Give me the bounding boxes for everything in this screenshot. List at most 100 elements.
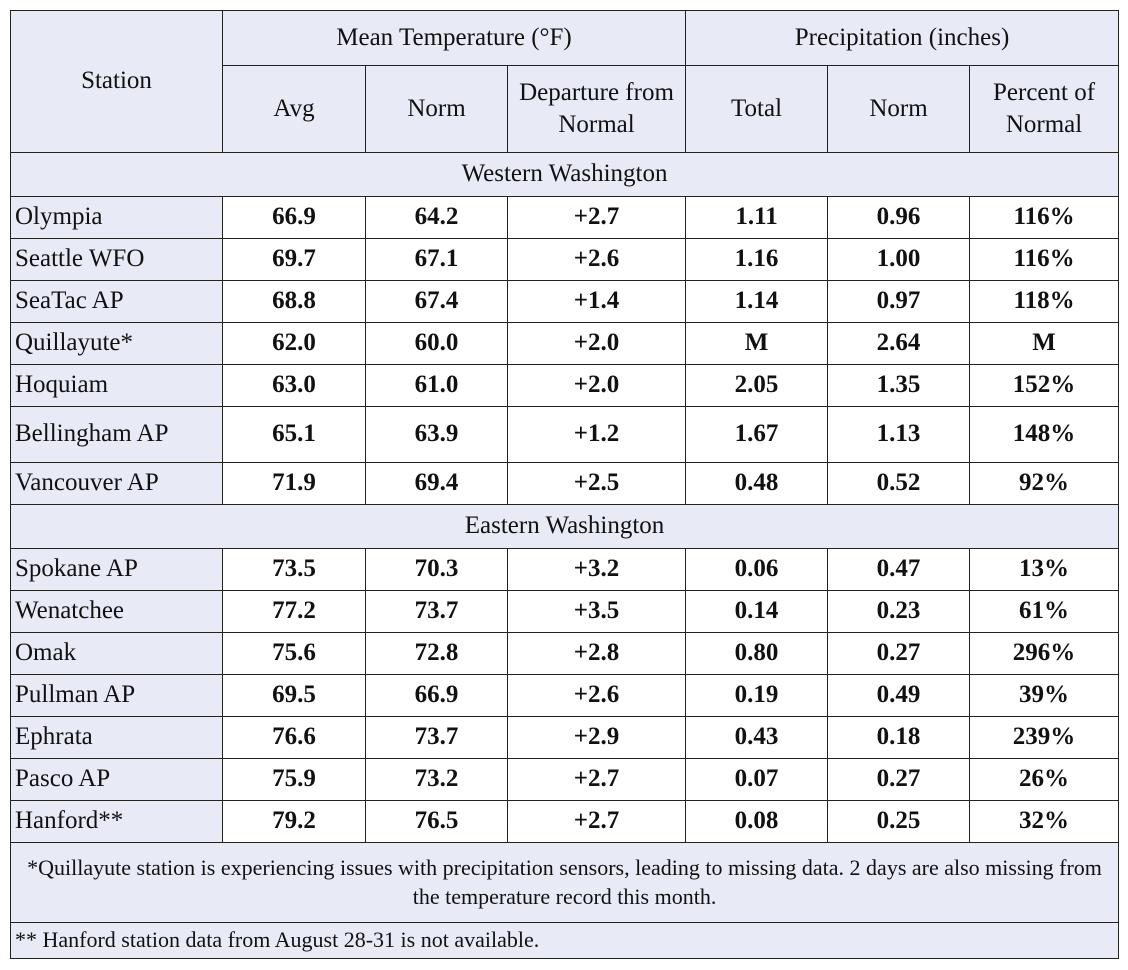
data-cell: 0.08 <box>685 800 829 843</box>
data-cell: 61.0 <box>365 364 508 407</box>
table-row: Pasco AP 75.9 73.2 +2.7 0.07 0.27 26% <box>10 758 1120 801</box>
table-row: Station Mean Temperature (°F) Precipitatio… <box>10 10 1120 153</box>
station-name: Pasco AP <box>10 758 223 801</box>
data-cell: 1.00 <box>827 238 971 281</box>
data-cell: 75.9 <box>222 758 366 801</box>
footnote: *Quillayute station is experiencing issu… <box>9 842 1120 923</box>
data-cell: 0.19 <box>685 674 829 717</box>
data-cell: +1.4 <box>506 280 687 323</box>
data-cell: 116% <box>969 196 1120 239</box>
footnote: ** Hanford station data from August 28-3… <box>9 922 1120 959</box>
data-cell: 13% <box>969 548 1120 591</box>
data-cell: 0.43 <box>685 716 829 759</box>
data-cell: 116% <box>969 238 1120 281</box>
station-name: Ephrata <box>10 716 223 759</box>
data-cell: +2.0 <box>506 364 687 407</box>
table-row: Eastern Washington <box>9 504 1120 549</box>
table-row: ** Hanford station data from August 28-3… <box>9 922 1120 959</box>
section-title: Eastern Washington <box>9 504 1120 549</box>
group-header: Mean Temperature (°F) <box>221 10 687 66</box>
table-row: Avg Norm Departure from Normal Total Norm Per… <box>11 65 1120 153</box>
column-header: Total <box>685 65 829 153</box>
data-cell: 0.52 <box>827 462 971 505</box>
column-header: Departure from Normal <box>506 65 687 153</box>
data-cell: +2.0 <box>506 322 687 365</box>
data-cell: 70.3 <box>365 548 508 591</box>
data-cell: 0.14 <box>685 590 829 633</box>
data-cell: 73.7 <box>365 590 508 633</box>
table-row: Western Washington <box>9 152 1120 197</box>
data-cell: 0.27 <box>827 632 971 675</box>
station-name: Hanford** <box>10 800 223 843</box>
station-name: Quillayute* <box>10 322 223 365</box>
data-cell: 239% <box>969 716 1120 759</box>
data-cell: 0.48 <box>685 462 829 505</box>
data-cell: +3.2 <box>506 548 687 591</box>
data-cell: 63.0 <box>222 364 366 407</box>
data-cell: M <box>685 322 829 365</box>
data-cell: +2.7 <box>506 758 687 801</box>
data-cell: 0.07 <box>685 758 829 801</box>
table-row: *Quillayute station is experiencing issu… <box>9 842 1120 923</box>
station-name: Spokane AP <box>10 548 223 591</box>
data-cell: 32% <box>969 800 1120 843</box>
data-cell: 66.9 <box>365 674 508 717</box>
data-cell: 64.2 <box>365 196 508 239</box>
data-cell: 69.5 <box>222 674 366 717</box>
table-row: Ephrata 76.6 73.7 +2.9 0.43 0.18 239% <box>10 716 1120 759</box>
data-cell: 296% <box>969 632 1120 675</box>
data-cell: 76.5 <box>365 800 508 843</box>
data-cell: 0.23 <box>827 590 971 633</box>
data-cell: 79.2 <box>222 800 366 843</box>
data-cell: 1.67 <box>685 406 829 463</box>
data-cell: 0.27 <box>827 758 971 801</box>
data-cell: 69.4 <box>365 462 508 505</box>
table-row: Pullman AP 69.5 66.9 +2.6 0.19 0.49 39% <box>10 674 1120 717</box>
data-cell: 0.25 <box>827 800 971 843</box>
data-cell: +2.8 <box>506 632 687 675</box>
data-cell: 73.2 <box>365 758 508 801</box>
data-cell: +2.7 <box>506 196 687 239</box>
table-row: Vancouver AP 71.9 69.4 +2.5 0.48 0.52 92% <box>10 462 1120 505</box>
data-cell: 68.8 <box>222 280 366 323</box>
column-header: Norm <box>365 65 508 153</box>
table-row: Seattle WFO 69.7 67.1 +2.6 1.16 1.00 116% <box>10 238 1120 281</box>
data-cell: 63.9 <box>365 406 508 463</box>
station-name: SeaTac AP <box>10 280 223 323</box>
data-cell: 76.6 <box>222 716 366 759</box>
station-name: Hoquiam <box>10 364 223 407</box>
data-cell: +3.5 <box>506 590 687 633</box>
data-cell: 67.4 <box>365 280 508 323</box>
table-row: SeaTac AP 68.8 67.4 +1.4 1.14 0.97 118% <box>10 280 1120 323</box>
data-cell: 62.0 <box>222 322 366 365</box>
data-cell: 148% <box>969 406 1120 463</box>
station-name: Bellingham AP <box>10 406 223 463</box>
data-cell: 26% <box>969 758 1120 801</box>
data-cell: 0.49 <box>827 674 971 717</box>
group-header: Precipitation (inches) <box>685 10 1120 66</box>
data-cell: 0.96 <box>827 196 971 239</box>
section-title: Western Washington <box>9 152 1120 197</box>
data-cell: +1.2 <box>506 406 687 463</box>
data-cell: 152% <box>969 364 1120 407</box>
data-cell: +2.6 <box>506 674 687 717</box>
climate-table: Station Mean Temperature (°F) Precipitatio… <box>9 10 1120 959</box>
data-cell: 1.11 <box>685 196 829 239</box>
station-name: Olympia <box>10 196 223 239</box>
data-cell: 71.9 <box>222 462 366 505</box>
table-row: Quillayute* 62.0 60.0 +2.0 M 2.64 M <box>10 322 1120 365</box>
data-cell: 67.1 <box>365 238 508 281</box>
table-row: Wenatchee 77.2 73.7 +3.5 0.14 0.23 61% <box>10 590 1120 633</box>
station-name: Seattle WFO <box>10 238 223 281</box>
table-row: Olympia 66.9 64.2 +2.7 1.11 0.96 116% <box>10 196 1120 239</box>
table-row: Omak 75.6 72.8 +2.8 0.80 0.27 296% <box>10 632 1120 675</box>
data-cell: 72.8 <box>365 632 508 675</box>
data-cell: 0.97 <box>827 280 971 323</box>
data-cell: 73.7 <box>365 716 508 759</box>
data-cell: 66.9 <box>222 196 366 239</box>
table-row: Spokane AP 73.5 70.3 +3.2 0.06 0.47 13% <box>10 548 1120 591</box>
data-cell: 73.5 <box>222 548 366 591</box>
data-cell: +2.9 <box>506 716 687 759</box>
station-name: Pullman AP <box>10 674 223 717</box>
